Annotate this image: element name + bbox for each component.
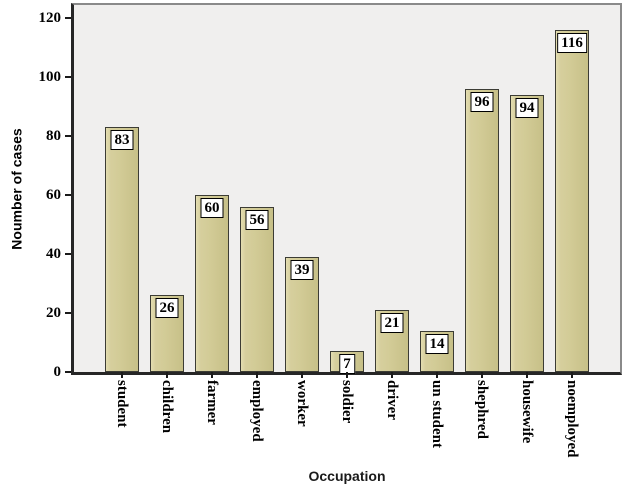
value-label: 116 xyxy=(557,33,587,53)
x-tick-mark xyxy=(436,372,438,378)
y-tick-mark xyxy=(65,312,71,314)
x-tick-mark xyxy=(121,372,123,378)
x-category-label: driver xyxy=(384,380,400,420)
value-label: 94 xyxy=(515,98,539,118)
x-label-slot: employed xyxy=(240,372,274,467)
y-tick-mark xyxy=(65,194,71,196)
x-label-slot: farmer xyxy=(195,372,229,467)
bar-slot-farmer: 60 xyxy=(195,195,229,372)
bar-slot-soldier: 7 xyxy=(330,351,364,374)
x-tick-mark xyxy=(481,372,483,378)
value-label: 39 xyxy=(290,260,314,280)
y-tick-label: 100 xyxy=(38,69,62,85)
x-category-label: noemployed xyxy=(564,380,580,458)
y-tick-label: 80 xyxy=(46,128,61,144)
value-label: 21 xyxy=(380,313,404,333)
x-tick-mark xyxy=(571,372,573,378)
bar-children: 26 xyxy=(150,295,184,372)
y-tick-mark xyxy=(65,371,71,373)
x-tick-mark xyxy=(211,372,213,378)
x-category-label: student xyxy=(114,380,130,428)
x-label-slot: soldier xyxy=(330,372,364,467)
bar-slot-student: 83 xyxy=(105,127,139,372)
y-tick-mark xyxy=(65,17,71,19)
bar-soldier: 7 xyxy=(330,351,364,374)
x-label-slot: children xyxy=(150,372,184,467)
x-tick-mark xyxy=(166,372,168,378)
plot-area: 83 26 60 56 39 7 21 14 96 94 116 xyxy=(71,3,622,375)
bar-driver: 21 xyxy=(375,310,409,372)
bar-slot-noemployed: 116 xyxy=(555,30,589,372)
bar-slot-worker: 39 xyxy=(285,257,319,372)
x-label-slot: student xyxy=(105,372,139,467)
x-category-label: employed xyxy=(249,380,265,442)
y-tick-label: 120 xyxy=(38,10,62,26)
bar-noemployed: 116 xyxy=(555,30,589,372)
value-label: 14 xyxy=(425,334,449,354)
x-category-label: un student xyxy=(429,380,445,448)
y-tick-label: 60 xyxy=(46,187,61,203)
x-tick-mark xyxy=(301,372,303,378)
y-tick-label: 20 xyxy=(46,305,61,321)
y-axis-ticks: 0 20 40 60 80 100 120 xyxy=(0,3,71,380)
x-category-label: housewife xyxy=(519,380,535,444)
x-axis-title: Occupation xyxy=(308,468,386,484)
value-label: 96 xyxy=(470,92,494,112)
x-label-slot: un student xyxy=(420,372,454,467)
value-label: 60 xyxy=(200,198,224,218)
bar-slot-children: 26 xyxy=(150,295,184,372)
x-tick-mark xyxy=(526,372,528,378)
x-category-label: shephred xyxy=(474,380,490,439)
value-label: 26 xyxy=(155,298,179,318)
bar-farmer: 60 xyxy=(195,195,229,372)
bar-slot-housewife: 94 xyxy=(510,95,544,372)
bar-employed: 56 xyxy=(240,207,274,372)
value-label: 83 xyxy=(110,130,134,150)
x-category-label: children xyxy=(159,380,175,434)
bars-container: 83 26 60 56 39 7 21 14 96 94 116 xyxy=(74,5,620,374)
x-label-slot: worker xyxy=(285,372,319,467)
bar-slot-employed: 56 xyxy=(240,207,274,372)
x-tick-mark xyxy=(346,372,348,378)
bar-slot-shephred: 96 xyxy=(465,89,499,372)
x-label-slot: driver xyxy=(375,372,409,467)
x-category-label: worker xyxy=(294,380,310,427)
x-label-slot: noemployed xyxy=(555,372,589,467)
bar-slot-un-student: 14 xyxy=(420,331,454,372)
value-label: 7 xyxy=(339,354,355,374)
y-tick-mark xyxy=(65,253,71,255)
y-tick-label: 40 xyxy=(46,246,61,262)
bar-worker: 39 xyxy=(285,257,319,372)
value-label: 56 xyxy=(245,210,269,230)
bar-student: 83 xyxy=(105,127,139,372)
bar-slot-driver: 21 xyxy=(375,310,409,372)
y-tick-mark xyxy=(65,76,71,78)
x-axis-labels: student children farmer employed worker soldi… xyxy=(74,372,620,467)
x-category-label: soldier xyxy=(339,380,355,424)
x-label-slot: housewife xyxy=(510,372,544,467)
x-tick-mark xyxy=(256,372,258,378)
y-tick-mark xyxy=(65,135,71,137)
y-tick-label: 0 xyxy=(53,364,62,380)
x-category-label: farmer xyxy=(204,380,220,425)
bar-housewife: 94 xyxy=(510,95,544,372)
bar-un-student: 14 xyxy=(420,331,454,372)
x-label-slot: shephred xyxy=(465,372,499,467)
x-tick-mark xyxy=(391,372,393,378)
bar-shephred: 96 xyxy=(465,89,499,372)
